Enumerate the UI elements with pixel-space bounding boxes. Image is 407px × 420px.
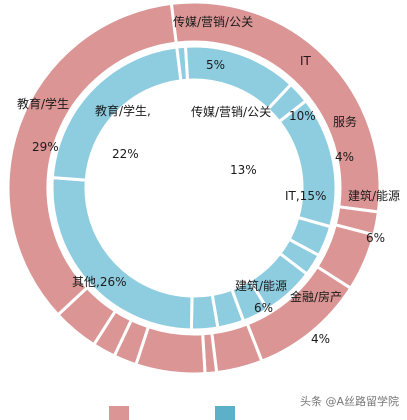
label-outer-media-pct: 5% — [206, 58, 225, 72]
label-inner-build-pct: 6% — [254, 301, 273, 315]
label-outer-it-pct: 10% — [289, 109, 316, 123]
legend-swatch-outer — [109, 406, 129, 420]
label-inner-edu: 教育/学生, — [95, 103, 151, 118]
label-inner-media: 传媒/营销/公关 — [191, 104, 271, 119]
inner-slice-9 — [189, 292, 220, 332]
label-inner-it: IT,15% — [285, 189, 326, 203]
label-outer-edu: 教育/学生 — [17, 96, 69, 111]
label-outer-finance-pct: 4% — [311, 332, 330, 346]
legend-swatch-inner — [215, 406, 235, 420]
label-outer-finance: 金融/房产 — [290, 289, 342, 304]
outer-ring — [6, 0, 382, 376]
label-outer-service: 服务 — [333, 114, 357, 129]
inner-slice-11 — [50, 45, 183, 182]
inner-ring — [50, 44, 338, 332]
label-outer-service-pct: 4% — [335, 150, 354, 164]
label-outer-build-pct: 6% — [366, 231, 385, 245]
outer-slice-10 — [6, 1, 178, 317]
watermark: 头条 @A丝路留学院 — [300, 394, 399, 408]
label-outer-media: 传媒/营销/公关 — [173, 14, 253, 29]
label-inner-build: 建筑/能源 — [235, 278, 287, 293]
label-outer-build: 建筑/能源 — [348, 188, 400, 203]
label-inner-other: 其他,26% — [72, 275, 127, 289]
label-outer-edu-pct: 29% — [32, 140, 59, 154]
label-outer-it: IT — [300, 54, 312, 68]
label-inner-media-pct: 13% — [230, 163, 257, 177]
label-inner-edu-pct: 22% — [112, 147, 139, 161]
